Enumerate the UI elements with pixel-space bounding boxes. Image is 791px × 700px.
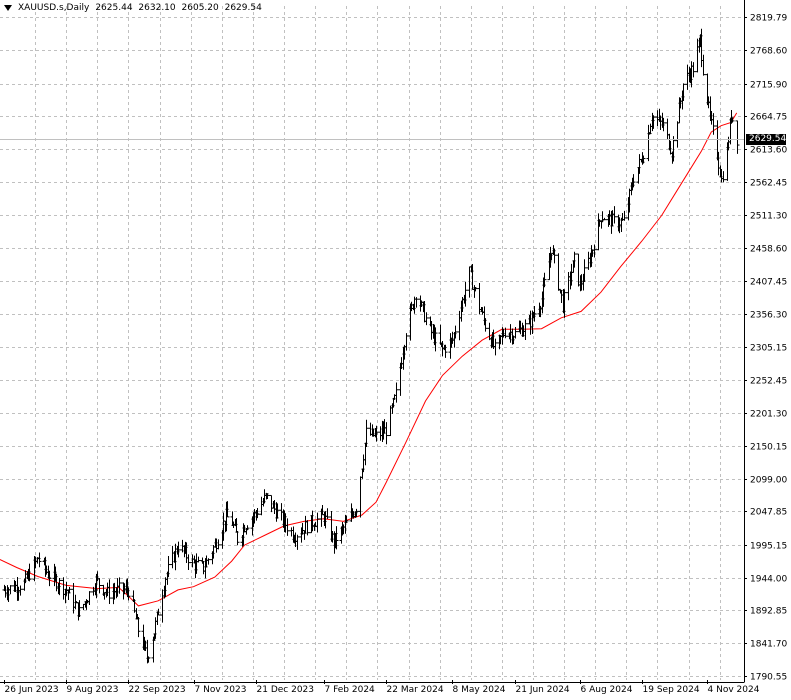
symbol-label: XAUUSD.s,Daily xyxy=(18,3,90,13)
x-tick-label: 22 Sep 2023 xyxy=(129,685,186,695)
y-tick-label: 2613.60 xyxy=(750,146,787,156)
x-tick-label: 8 May 2024 xyxy=(453,685,506,695)
y-tick-label: 1892.85 xyxy=(750,607,787,617)
x-tick-label: 22 Mar 2024 xyxy=(387,685,444,695)
x-tick-label: 7 Nov 2023 xyxy=(195,685,247,695)
y-tick-label: 2305.15 xyxy=(750,344,787,354)
x-tick-label: 6 Aug 2024 xyxy=(581,685,633,695)
y-tick-label: 1995.15 xyxy=(750,542,787,552)
y-tick-label: 2150.15 xyxy=(750,443,787,453)
y-tick-label: 2407.45 xyxy=(750,278,787,288)
chart-header: XAUUSD.s,Daily 2625.44 2632.10 2605.20 2… xyxy=(4,3,265,13)
x-tick-label: 7 Feb 2024 xyxy=(325,685,376,695)
y-tick-label: 2562.45 xyxy=(750,179,787,189)
close-value: 2629.54 xyxy=(224,3,262,13)
high-value: 2632.10 xyxy=(138,3,176,13)
current-price-tag: 2629.54 xyxy=(746,133,786,145)
y-tick-label: 1841.70 xyxy=(750,640,787,650)
y-tick-label: 2819.79 xyxy=(750,14,787,24)
x-tick-label: 21 Jun 2024 xyxy=(516,685,570,695)
y-tick-label: 2356.30 xyxy=(750,311,787,321)
chart-grid xyxy=(0,6,744,680)
y-tick-label: 1790.55 xyxy=(750,673,787,683)
x-tick-label: 4 Nov 2024 xyxy=(708,685,760,695)
moving-average-line xyxy=(0,112,738,607)
dropdown-triangle-icon[interactable] xyxy=(4,5,12,11)
y-tick-label: 2201.30 xyxy=(750,410,787,420)
moving-average-layer xyxy=(0,112,738,607)
y-tick-label: 2047.85 xyxy=(750,508,787,518)
low-value: 2605.20 xyxy=(181,3,219,13)
x-tick-label: 19 Sep 2024 xyxy=(643,685,700,695)
ohlc-values: 2625.44 2632.10 2605.20 2629.54 xyxy=(95,3,265,13)
y-tick-label: 2768.60 xyxy=(750,47,787,57)
y-tick-label: 2458.60 xyxy=(750,245,787,255)
y-tick-label: 2252.45 xyxy=(750,377,787,387)
y-tick-label: 2099.00 xyxy=(750,476,787,486)
y-tick-label: 1944.00 xyxy=(750,575,787,585)
ohlc-bars-layer xyxy=(2,28,740,664)
y-tick-label: 2664.75 xyxy=(750,113,787,123)
x-tick-label: 21 Dec 2023 xyxy=(257,685,315,695)
y-tick-label: 2511.30 xyxy=(750,212,787,222)
y-tick-label: 2715.90 xyxy=(750,81,787,91)
open-value: 2625.44 xyxy=(95,3,133,13)
x-tick-label: 26 Jun 2023 xyxy=(5,685,59,695)
x-tick-label: 9 Aug 2023 xyxy=(67,685,119,695)
